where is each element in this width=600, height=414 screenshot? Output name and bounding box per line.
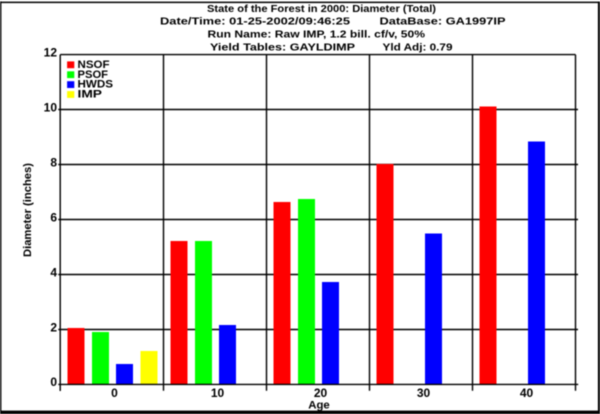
- svg-text:Run Name: Raw IMP, 1.2 bill. c: Run Name: Raw IMP, 1.2 bill. cf/v, 50%: [208, 29, 426, 41]
- svg-text:NSOF: NSOF: [78, 59, 110, 71]
- svg-text:10: 10: [211, 386, 225, 400]
- svg-text:IMP: IMP: [78, 89, 103, 101]
- svg-text:Age: Age: [308, 399, 330, 411]
- svg-text:PSOF: PSOF: [78, 69, 109, 81]
- svg-text:Yield Tables: GAYLDIMP: Yield Tables: GAYLDIMP: [210, 41, 355, 53]
- svg-text:40: 40: [520, 386, 534, 400]
- svg-text:State of the Forest in 2000: D: State of the Forest in 2000: Diameter (T…: [207, 3, 436, 15]
- svg-text:2: 2: [50, 320, 57, 334]
- svg-text:Diameter (inches): Diameter (inches): [22, 163, 34, 257]
- svg-text:Yld Adj: 0.79: Yld Adj: 0.79: [383, 41, 453, 53]
- svg-text:6: 6: [50, 210, 57, 224]
- svg-text:20: 20: [314, 386, 328, 400]
- svg-text:4: 4: [50, 265, 57, 279]
- svg-text:0: 0: [111, 386, 118, 400]
- svg-text:12: 12: [44, 45, 58, 59]
- svg-text:DataBase: GA1997IP: DataBase: GA1997IP: [380, 16, 506, 28]
- svg-text:10: 10: [44, 100, 58, 114]
- svg-text:30: 30: [417, 386, 431, 400]
- svg-text:HWDS: HWDS: [78, 79, 114, 91]
- svg-text:0: 0: [50, 375, 57, 389]
- svg-text:8: 8: [50, 155, 57, 169]
- svg-text:Date/Time: 01-25-2002/09:46:25: Date/Time: 01-25-2002/09:46:25: [160, 16, 350, 28]
